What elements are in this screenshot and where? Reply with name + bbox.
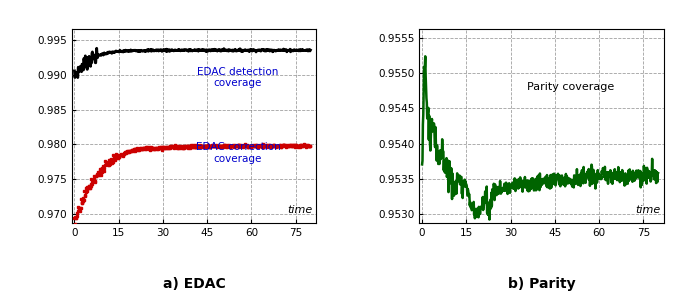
- Text: EDAC correction
coverage: EDAC correction coverage: [195, 142, 281, 164]
- Text: time: time: [635, 205, 661, 215]
- Text: EDAC detection
coverage: EDAC detection coverage: [197, 67, 279, 88]
- Text: Parity coverage: Parity coverage: [527, 82, 614, 92]
- Text: time: time: [287, 205, 313, 215]
- Text: b) Parity: b) Parity: [508, 277, 575, 291]
- Text: a) EDAC: a) EDAC: [163, 277, 225, 291]
